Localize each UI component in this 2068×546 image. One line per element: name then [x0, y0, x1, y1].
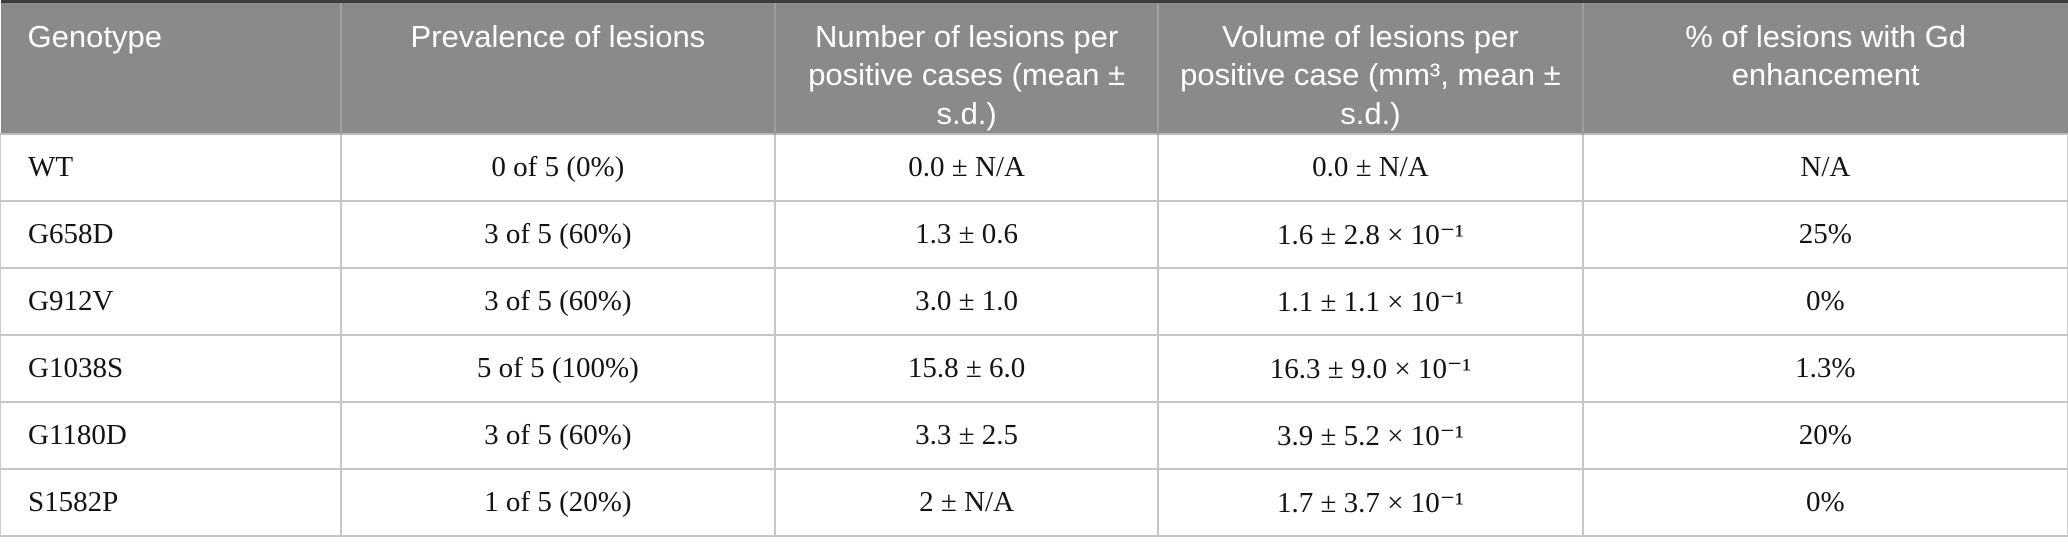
cell-volume-of-lesions: 1.1 ± 1.1 × 10⁻¹ [1157, 267, 1584, 337]
table-header: Genotype Prevalence of lesions Number of… [0, 1, 2068, 135]
cell-gd-enhancement: N/A [1582, 133, 2068, 203]
cell-gd-enhancement: 0% [1582, 267, 2068, 337]
table-row-s1582p: S1582P 1 of 5 (20%) 2 ± N/A 1.7 ± 3.7 × … [0, 468, 2068, 538]
cell-genotype: S1582P [0, 468, 342, 538]
column-header-gd-enhancement: % of lesions with Gd enhancement [1582, 1, 2068, 135]
cell-volume-of-lesions: 3.9 ± 5.2 × 10⁻¹ [1157, 401, 1584, 471]
cell-volume-of-lesions: 16.3 ± 9.0 × 10⁻¹ [1157, 334, 1584, 404]
cell-number-of-lesions: 0.0 ± N/A [774, 133, 1159, 203]
cell-gd-enhancement: 20% [1582, 401, 2068, 471]
cell-prevalence: 1 of 5 (20%) [340, 468, 777, 538]
cell-volume-of-lesions: 0.0 ± N/A [1157, 133, 1584, 203]
cell-number-of-lesions: 1.3 ± 0.6 [774, 200, 1159, 270]
cell-prevalence: 3 of 5 (60%) [340, 200, 777, 270]
cell-genotype: G1038S [0, 334, 342, 404]
cell-genotype: G658D [0, 200, 342, 270]
table-row-g1038s: G1038S 5 of 5 (100%) 15.8 ± 6.0 16.3 ± 9… [0, 334, 2068, 404]
cell-genotype: WT [0, 133, 342, 203]
column-header-volume-of-lesions: Volume of lesions per positive case (mm³… [1158, 1, 1584, 135]
cell-number-of-lesions: 15.8 ± 6.0 [774, 334, 1159, 404]
cell-number-of-lesions: 3.3 ± 2.5 [774, 401, 1159, 471]
column-header-number-of-lesions: Number of lesions per positive cases (me… [775, 1, 1159, 135]
table-row-g1180d: G1180D 3 of 5 (60%) 3.3 ± 2.5 3.9 ± 5.2 … [0, 401, 2068, 471]
column-header-prevalence: Prevalence of lesions [340, 1, 777, 135]
header-row: Genotype Prevalence of lesions Number of… [0, 1, 2068, 135]
table-row-wt: WT 0 of 5 (0%) 0.0 ± N/A 0.0 ± N/A N/A [0, 133, 2068, 203]
cell-volume-of-lesions: 1.6 ± 2.8 × 10⁻¹ [1157, 200, 1584, 270]
cell-prevalence: 3 of 5 (60%) [340, 401, 777, 471]
cell-prevalence: 5 of 5 (100%) [340, 334, 777, 404]
table-row-g912v: G912V 3 of 5 (60%) 3.0 ± 1.0 1.1 ± 1.1 ×… [0, 267, 2068, 337]
cell-genotype: G912V [0, 267, 342, 337]
cell-genotype: G1180D [0, 401, 342, 471]
table-row-g658d: G658D 3 of 5 (60%) 1.3 ± 0.6 1.6 ± 2.8 ×… [0, 200, 2068, 270]
cell-gd-enhancement: 25% [1582, 200, 2068, 270]
cell-gd-enhancement: 1.3% [1582, 334, 2068, 404]
cell-prevalence: 3 of 5 (60%) [340, 267, 777, 337]
cell-gd-enhancement: 0% [1582, 468, 2068, 538]
cell-prevalence: 0 of 5 (0%) [340, 133, 777, 203]
cell-number-of-lesions: 2 ± N/A [774, 468, 1159, 538]
cell-number-of-lesions: 3.0 ± 1.0 [774, 267, 1159, 337]
table-body: WT 0 of 5 (0%) 0.0 ± N/A 0.0 ± N/A N/A G… [0, 133, 2068, 538]
column-header-genotype: Genotype [0, 1, 342, 135]
cell-volume-of-lesions: 1.7 ± 3.7 × 10⁻¹ [1157, 468, 1584, 538]
